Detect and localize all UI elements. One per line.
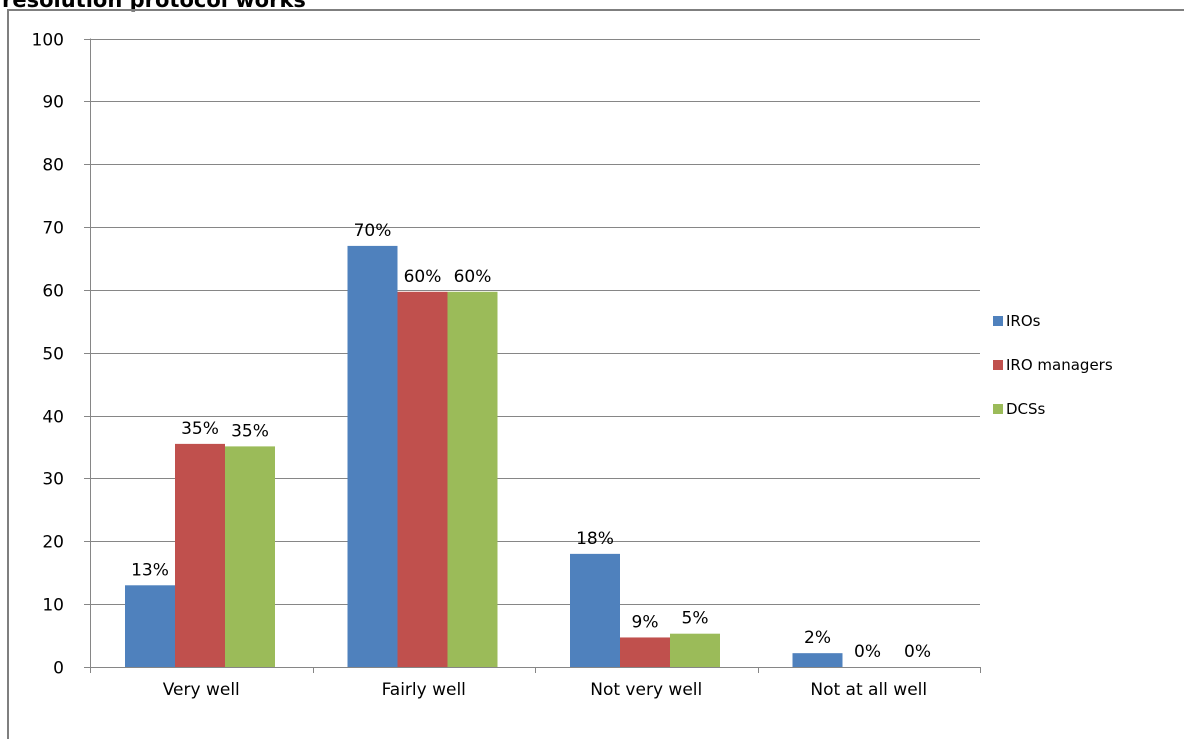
y-tick-label: 90	[42, 93, 64, 113]
data-label: 60%	[404, 267, 442, 287]
bar	[620, 637, 670, 667]
legend-swatch	[993, 360, 1003, 370]
axes	[84, 38, 981, 673]
y-tick-label: 40	[42, 408, 64, 428]
x-tick-label: Very well	[163, 680, 240, 700]
y-tick-label: 70	[42, 219, 64, 239]
y-tick-label: 60	[42, 282, 64, 302]
y-tick-label: 0	[53, 659, 64, 679]
legend-label: IRO managers	[1006, 356, 1113, 374]
bar	[175, 443, 225, 667]
data-label: 18%	[576, 529, 614, 549]
legend-swatch	[993, 404, 1003, 414]
data-label: 35%	[181, 419, 219, 439]
bar-chart: 0 10 20 30 40 50 60 70 80 90 100 13% 35% 35% 70% 60% 60…	[32, 31, 1113, 701]
x-tick-label: Not at all well	[810, 680, 927, 700]
y-tick-label: 30	[42, 470, 64, 490]
data-label: 9%	[632, 612, 659, 632]
x-tick-label: Not very well	[590, 680, 702, 700]
y-tick-labels: 0 10 20 30 40 50 60 70 80 90 100	[32, 31, 64, 679]
data-label: 5%	[682, 609, 709, 629]
legend-swatch	[993, 316, 1003, 326]
bar	[397, 291, 448, 667]
data-label: 35%	[231, 421, 269, 441]
data-labels: 13% 35% 35% 70% 60% 60% 18% 9% 5% 2% 0% 0%	[131, 221, 931, 662]
title-strip: resolution protocol works	[0, 0, 1184, 12]
data-label: 2%	[804, 628, 831, 648]
bar	[347, 245, 398, 667]
y-tick-label: 100	[32, 31, 64, 51]
bar	[125, 585, 175, 667]
x-tick-label: Fairly well	[382, 680, 466, 700]
chart-frame	[7, 9, 1184, 739]
bar	[670, 633, 720, 667]
data-label: 60%	[454, 267, 492, 287]
chart-title: resolution protocol works	[2, 0, 306, 12]
y-tick-label: 80	[42, 156, 64, 176]
bar	[792, 653, 843, 667]
bar	[447, 291, 498, 667]
data-label: 0%	[854, 642, 881, 662]
y-tick-label: 10	[42, 596, 64, 616]
x-tick-labels: Very well Fairly well Not very well Not at …	[163, 680, 927, 700]
legend-label: IROs	[1006, 312, 1041, 330]
bar	[225, 446, 275, 667]
data-label: 0%	[904, 642, 931, 662]
data-label: 70%	[354, 221, 392, 241]
legend-label: DCSs	[1006, 400, 1046, 418]
y-tick-label: 50	[42, 345, 64, 365]
legend: IROs IRO managers DCSs	[993, 312, 1113, 418]
bar	[570, 553, 620, 667]
bars	[125, 245, 843, 667]
y-tick-label: 20	[42, 533, 64, 553]
data-label: 13%	[131, 560, 169, 580]
